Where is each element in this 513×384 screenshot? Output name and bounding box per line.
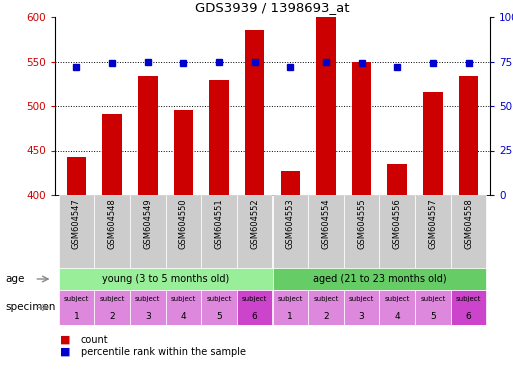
- Bar: [67, 157, 86, 195]
- Bar: [272, 268, 486, 290]
- Bar: [58, 290, 94, 325]
- Text: GSM604552: GSM604552: [250, 199, 259, 249]
- Bar: [272, 290, 308, 325]
- Bar: [380, 195, 415, 268]
- Bar: [352, 61, 371, 195]
- Text: 6: 6: [466, 312, 471, 321]
- Text: aged (21 to 23 months old): aged (21 to 23 months old): [312, 274, 446, 284]
- Bar: [166, 290, 201, 325]
- Text: 2: 2: [109, 312, 115, 321]
- Bar: [201, 290, 237, 325]
- Bar: [237, 290, 272, 325]
- Bar: [130, 195, 166, 268]
- Bar: [308, 290, 344, 325]
- Text: specimen: specimen: [5, 303, 55, 313]
- Bar: [308, 195, 344, 268]
- Bar: [459, 76, 479, 195]
- Bar: [380, 290, 415, 325]
- Text: GSM604555: GSM604555: [357, 199, 366, 249]
- Bar: [245, 30, 265, 195]
- Bar: [201, 195, 237, 268]
- Bar: [102, 114, 122, 195]
- Text: subject: subject: [100, 296, 125, 302]
- Bar: [58, 195, 94, 268]
- Text: 3: 3: [145, 312, 151, 321]
- Bar: [423, 92, 443, 195]
- Text: 2: 2: [323, 312, 329, 321]
- Text: 5: 5: [216, 312, 222, 321]
- Text: ■: ■: [60, 335, 71, 345]
- Text: subject: subject: [456, 296, 481, 302]
- Text: 4: 4: [394, 312, 400, 321]
- Bar: [173, 109, 193, 195]
- Bar: [344, 290, 380, 325]
- Bar: [451, 290, 486, 325]
- Bar: [344, 195, 380, 268]
- Text: subject: subject: [349, 296, 374, 302]
- Bar: [94, 290, 130, 325]
- Bar: [415, 195, 451, 268]
- Bar: [130, 290, 166, 325]
- Bar: [237, 195, 272, 268]
- Bar: [58, 268, 272, 290]
- Bar: [281, 171, 300, 195]
- Text: 1: 1: [287, 312, 293, 321]
- Text: 3: 3: [359, 312, 365, 321]
- Text: subject: subject: [171, 296, 196, 302]
- Text: GSM604554: GSM604554: [322, 199, 330, 249]
- Text: GSM604556: GSM604556: [393, 199, 402, 249]
- Text: 1: 1: [73, 312, 80, 321]
- Text: age: age: [5, 274, 25, 284]
- Text: count: count: [81, 335, 108, 345]
- Text: subject: subject: [278, 296, 303, 302]
- Text: GSM604550: GSM604550: [179, 199, 188, 249]
- Bar: [272, 195, 308, 268]
- Text: GSM604549: GSM604549: [143, 199, 152, 249]
- Bar: [94, 195, 130, 268]
- Bar: [138, 76, 157, 195]
- Bar: [451, 195, 486, 268]
- Text: GSM604547: GSM604547: [72, 199, 81, 249]
- Text: GSM604557: GSM604557: [428, 199, 438, 249]
- Bar: [415, 290, 451, 325]
- Text: GSM604558: GSM604558: [464, 199, 473, 249]
- Text: subject: subject: [64, 296, 89, 302]
- Text: subject: subject: [385, 296, 410, 302]
- Text: subject: subject: [206, 296, 232, 302]
- Text: subject: subject: [242, 296, 267, 302]
- Text: 6: 6: [252, 312, 258, 321]
- Bar: [166, 195, 201, 268]
- Title: GDS3939 / 1398693_at: GDS3939 / 1398693_at: [195, 2, 350, 15]
- Text: GSM604548: GSM604548: [108, 199, 116, 249]
- Bar: [387, 164, 407, 195]
- Text: subject: subject: [420, 296, 446, 302]
- Bar: [316, 17, 336, 195]
- Text: GSM604553: GSM604553: [286, 199, 295, 249]
- Text: ■: ■: [60, 347, 71, 357]
- Text: percentile rank within the sample: percentile rank within the sample: [81, 347, 246, 357]
- Text: subject: subject: [313, 296, 339, 302]
- Bar: [209, 80, 229, 195]
- Text: 5: 5: [430, 312, 436, 321]
- Text: 4: 4: [181, 312, 186, 321]
- Text: subject: subject: [135, 296, 161, 302]
- Text: GSM604551: GSM604551: [214, 199, 224, 249]
- Text: young (3 to 5 months old): young (3 to 5 months old): [102, 274, 229, 284]
